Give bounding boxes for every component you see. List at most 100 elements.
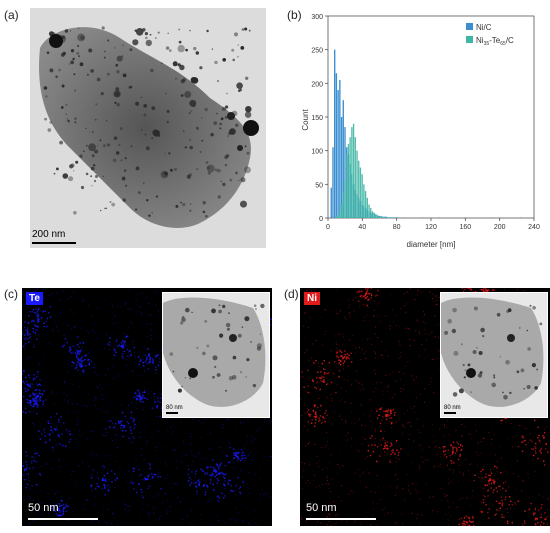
eds-signal-dot — [341, 355, 343, 358]
eds-signal-dot — [360, 290, 362, 293]
eds-signal-dot — [414, 411, 415, 413]
eds-signal-dot — [450, 444, 452, 446]
eds-signal-dot — [35, 397, 37, 399]
inset-particle — [534, 386, 538, 390]
tem-particle — [170, 168, 173, 172]
eds-signal-dot — [57, 510, 59, 512]
eds-signal-dot — [152, 476, 154, 478]
eds-signal-dot — [459, 455, 461, 457]
eds-signal-dot — [518, 425, 520, 427]
tem-particle — [224, 164, 227, 167]
eds-signal-dot — [320, 317, 322, 319]
eds-signal-dot — [101, 487, 103, 490]
eds-signal-dot — [362, 384, 364, 386]
eds-signal-dot — [436, 445, 437, 447]
eds-signal-dot — [78, 465, 80, 467]
eds-signal-dot — [215, 463, 218, 465]
eds-signal-dot — [494, 480, 496, 483]
eds-signal-dot — [409, 493, 411, 495]
eds-signal-dot — [155, 495, 157, 497]
eds-signal-dot — [320, 380, 322, 382]
tem-particle — [70, 49, 75, 53]
inset-particle — [458, 388, 464, 394]
eds-signal-dot — [362, 296, 364, 298]
eds-signal-dot — [463, 525, 465, 526]
eds-signal-dot — [80, 357, 83, 360]
eds-signal-dot — [224, 485, 226, 487]
eds-signal-dot — [318, 417, 320, 419]
eds-signal-dot — [42, 310, 44, 312]
eds-signal-dot — [84, 355, 86, 357]
eds-signal-dot — [31, 422, 33, 424]
eds-signal-dot — [159, 415, 161, 418]
eds-signal-dot — [148, 353, 150, 355]
eds-signal-dot — [210, 513, 211, 515]
ni-inset-graphic — [441, 293, 547, 417]
tem-particle — [189, 138, 192, 141]
eds-signal-dot — [384, 447, 386, 449]
eds-signal-dot — [102, 406, 104, 408]
eds-signal-dot — [491, 479, 493, 481]
bar-ni35-te65-c — [354, 137, 356, 218]
eds-signal-dot — [189, 443, 191, 445]
eds-signal-dot — [57, 514, 59, 516]
eds-signal-dot — [380, 382, 382, 384]
eds-signal-dot — [414, 339, 416, 341]
eds-signal-dot — [303, 312, 305, 314]
eds-signal-dot — [38, 406, 40, 408]
bar-ni-c — [438, 217, 441, 218]
eds-signal-dot — [386, 414, 388, 416]
ni-element-tag: Ni — [304, 292, 320, 305]
eds-signal-dot — [40, 426, 42, 428]
eds-signal-dot — [540, 441, 542, 443]
eds-signal-dot — [316, 381, 319, 383]
eds-signal-dot — [102, 477, 104, 480]
eds-signal-dot — [547, 498, 549, 500]
eds-signal-dot — [149, 479, 151, 480]
eds-signal-dot — [217, 472, 220, 474]
eds-signal-dot — [122, 501, 124, 503]
tem-particle — [189, 209, 192, 212]
eds-signal-dot — [342, 357, 344, 359]
eds-signal-dot — [155, 372, 157, 374]
eds-signal-dot — [117, 305, 119, 307]
eds-signal-dot — [505, 490, 507, 492]
eds-signal-dot — [249, 524, 251, 526]
eds-signal-dot — [184, 453, 186, 454]
eds-signal-dot — [161, 378, 162, 380]
eds-signal-dot — [140, 431, 142, 433]
tem-particle — [226, 92, 229, 95]
inset-particle — [519, 327, 521, 329]
inset-particle — [237, 333, 242, 338]
eds-signal-dot — [196, 499, 198, 501]
eds-signal-dot — [389, 409, 391, 411]
eds-signal-dot — [61, 500, 64, 502]
eds-signal-dot — [64, 445, 67, 447]
eds-signal-dot — [466, 525, 469, 526]
eds-signal-dot — [267, 492, 269, 494]
eds-signal-dot — [426, 484, 428, 486]
eds-signal-dot — [63, 399, 65, 401]
tem-particle — [85, 144, 88, 147]
eds-signal-dot — [229, 442, 231, 444]
eds-signal-dot — [82, 339, 84, 341]
eds-signal-dot — [93, 504, 95, 506]
eds-signal-dot — [145, 297, 147, 299]
eds-signal-dot — [152, 508, 154, 510]
eds-signal-dot — [389, 461, 391, 463]
eds-signal-dot — [25, 343, 27, 345]
inset-particle — [452, 307, 457, 313]
eds-signal-dot — [105, 480, 107, 482]
eds-signal-dot — [380, 430, 382, 432]
eds-signal-dot — [60, 510, 62, 513]
eds-signal-dot — [533, 512, 535, 515]
eds-signal-dot — [79, 365, 82, 368]
eds-signal-dot — [321, 421, 323, 423]
eds-signal-dot — [456, 441, 458, 443]
eds-signal-dot — [424, 459, 426, 461]
eds-signal-dot — [34, 453, 36, 455]
eds-signal-dot — [485, 504, 487, 506]
eds-signal-dot — [302, 375, 304, 377]
eds-signal-dot — [331, 400, 333, 402]
eds-signal-dot — [506, 520, 509, 523]
